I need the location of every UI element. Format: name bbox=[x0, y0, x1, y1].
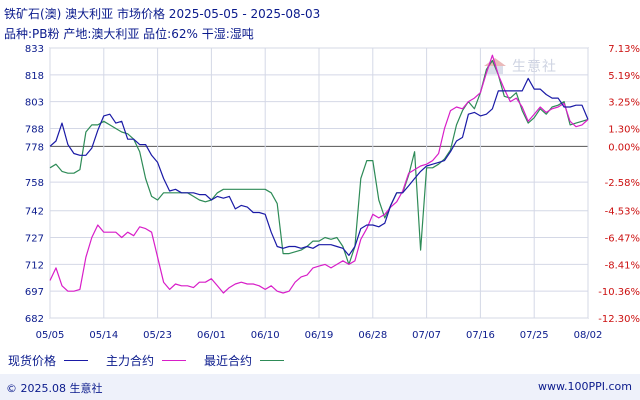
legend-swatch-spot bbox=[64, 360, 89, 361]
y-tick-left: 778 bbox=[25, 142, 44, 153]
y-tick-right: 7.13% bbox=[608, 44, 640, 55]
x-tick: 05/14 bbox=[89, 330, 118, 341]
y-tick-left: 712 bbox=[25, 260, 44, 271]
legend: 现货价格 主力合约 最近合约 bbox=[8, 352, 302, 369]
x-tick: 08/02 bbox=[574, 330, 603, 341]
footer: © 2025.08 生意社 www.100PPI.com bbox=[0, 374, 640, 400]
footer-url[interactable]: www.100PPI.com bbox=[538, 380, 632, 393]
x-tick: 06/19 bbox=[305, 330, 334, 341]
y-tick-left: 697 bbox=[25, 287, 44, 298]
x-tick: 07/07 bbox=[412, 330, 441, 341]
price-chart: 833 7.13% 818 5.19% 803 3.25% 788 1.30% 778 0.00%… bbox=[25, 44, 640, 341]
grid bbox=[49, 47, 589, 319]
legend-item-main: 主力合约 bbox=[106, 352, 187, 369]
y-tick-left: 682 bbox=[25, 314, 44, 325]
series-line-1 bbox=[49, 54, 589, 294]
legend-label-main: 主力合约 bbox=[106, 354, 155, 368]
y-tick-right: 1.30% bbox=[608, 124, 640, 135]
legend-label-spot: 现货价格 bbox=[8, 354, 57, 368]
x-tick: 07/25 bbox=[520, 330, 549, 341]
legend-item-nearest: 最近合约 bbox=[204, 352, 285, 369]
y-tick-right: -12.30% bbox=[598, 314, 640, 325]
y-tick-left: 818 bbox=[25, 71, 44, 82]
y-tick-left: 758 bbox=[25, 178, 44, 189]
y-tick-right: 0.00% bbox=[608, 142, 640, 153]
footer-copyright: © 2025.08 生意社 bbox=[6, 382, 103, 395]
legend-swatch-main bbox=[162, 360, 187, 361]
legend-item-spot: 现货价格 bbox=[8, 352, 89, 369]
x-tick: 06/01 bbox=[197, 330, 226, 341]
chart-subtitle: 品种:PB粉 产地:澳大利亚 品位:62% 干湿:湿吨 bbox=[4, 27, 254, 41]
legend-label-nearest: 最近合约 bbox=[204, 354, 253, 368]
y-tick-right: -8.41% bbox=[605, 260, 640, 271]
y-tick-right: -6.47% bbox=[605, 234, 640, 245]
y-tick-left: 788 bbox=[25, 124, 44, 135]
x-tick: 06/10 bbox=[251, 330, 280, 341]
x-tick: 06/28 bbox=[358, 330, 387, 341]
series-line-0 bbox=[49, 77, 589, 256]
y-tick-left: 833 bbox=[25, 44, 44, 55]
axes: 833 7.13% 818 5.19% 803 3.25% 788 1.30% 778 0.00%… bbox=[25, 44, 640, 341]
y-tick-left: 742 bbox=[25, 207, 44, 218]
y-tick-right: -10.36% bbox=[598, 287, 640, 298]
legend-swatch-nearest bbox=[260, 360, 285, 361]
x-tick: 07/16 bbox=[466, 330, 495, 341]
y-tick-right: 3.25% bbox=[608, 98, 640, 109]
x-tick: 05/23 bbox=[143, 330, 172, 341]
y-tick-right: 5.19% bbox=[608, 71, 640, 82]
chart-title: 铁矿石(澳) 澳大利亚 市场价格 2025-05-05 - 2025-08-03 bbox=[4, 7, 321, 21]
y-tick-left: 803 bbox=[25, 98, 44, 109]
y-tick-right: -2.58% bbox=[605, 178, 640, 189]
y-tick-left: 727 bbox=[25, 234, 44, 245]
y-tick-right: -4.53% bbox=[605, 207, 640, 218]
series-layer bbox=[49, 54, 589, 294]
x-tick: 05/05 bbox=[36, 330, 65, 341]
